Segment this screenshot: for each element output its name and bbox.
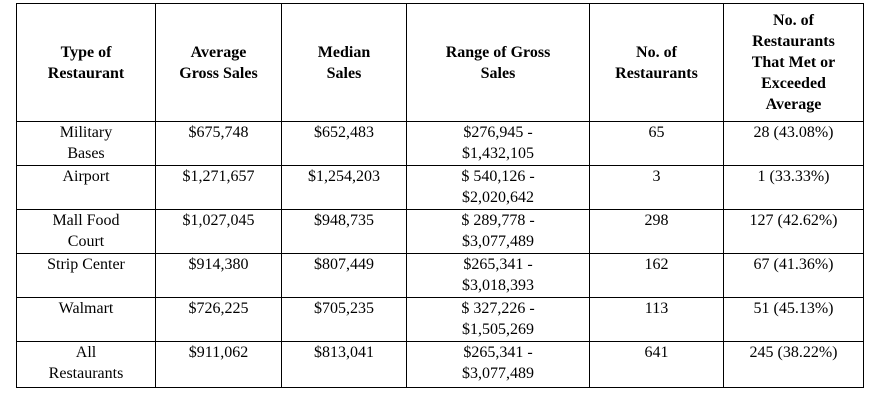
cell-average: $914,380 [155,253,282,298]
cell-count: 3 [589,165,724,210]
cell-average: $1,027,045 [155,209,282,254]
cell-type: Military Bases [16,121,156,166]
cell-range: $ 540,126 - $2,020,642 [406,165,590,210]
table-row: Military Bases $675,748 $652,483 $276,94… [16,121,864,166]
cell-type: Strip Center [16,253,156,298]
header-median: Median Sales [281,3,407,122]
cell-range: $ 327,226 - $1,505,269 [406,297,590,342]
cell-average: $1,271,657 [155,165,282,210]
header-met-average: No. of Restaurants That Met or Exceeded … [723,3,864,122]
cell-met: 28 (43.08%) [723,121,864,166]
header-range: Range of Gross Sales [406,3,590,122]
table-row: Strip Center $914,380 $807,449 $265,341 … [16,253,864,298]
cell-average: $726,225 [155,297,282,342]
cell-met: 51 (45.13%) [723,297,864,342]
cell-range: $265,341 - $3,018,393 [406,253,590,298]
cell-average: $675,748 [155,121,282,166]
cell-met: 245 (38.22%) [723,341,864,388]
cell-count: 113 [589,297,724,342]
cell-range: $276,945 - $1,432,105 [406,121,590,166]
cell-count: 65 [589,121,724,166]
cell-average: $911,062 [155,341,282,388]
cell-range: $ 289,778 - $3,077,489 [406,209,590,254]
table-row: Airport $1,271,657 $1,254,203 $ 540,126 … [16,165,864,210]
table-row: Mall Food Court $1,027,045 $948,735 $ 28… [16,209,864,254]
cell-median: $1,254,203 [281,165,407,210]
cell-type: Walmart [16,297,156,342]
header-type: Type of Restaurant [16,3,156,122]
cell-median: $813,041 [281,341,407,388]
cell-met: 1 (33.33%) [723,165,864,210]
header-average: Average Gross Sales [155,3,282,122]
cell-count: 298 [589,209,724,254]
cell-median: $948,735 [281,209,407,254]
header-count: No. of Restaurants [589,3,724,122]
cell-type: All Restaurants [16,341,156,388]
cell-median: $705,235 [281,297,407,342]
cell-count: 641 [589,341,724,388]
cell-met: 67 (41.36%) [723,253,864,298]
cell-range: $265,341 - $3,077,489 [406,341,590,388]
cell-median: $652,483 [281,121,407,166]
cell-type: Mall Food Court [16,209,156,254]
cell-type: Airport [16,165,156,210]
restaurant-sales-table: Type of Restaurant Average Gross Sales M… [16,3,864,388]
header-row: Type of Restaurant Average Gross Sales M… [16,3,864,122]
cell-median: $807,449 [281,253,407,298]
table-row: Walmart $726,225 $705,235 $ 327,226 - $1… [16,297,864,342]
table-row: All Restaurants $911,062 $813,041 $265,3… [16,341,864,388]
cell-met: 127 (42.62%) [723,209,864,254]
cell-count: 162 [589,253,724,298]
